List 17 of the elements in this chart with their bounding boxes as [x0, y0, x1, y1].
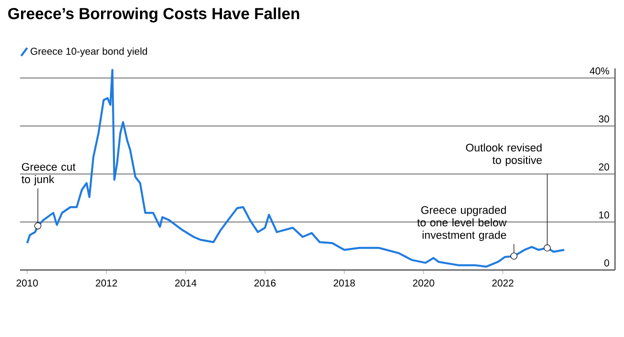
- x-tick-label: 2012: [96, 280, 118, 287]
- x-tick-label: 2018: [334, 280, 355, 287]
- annotation: Outlook revised to positive: [466, 143, 542, 166]
- y-tick-label: 20: [598, 163, 610, 170]
- y-tick-label: 0: [604, 259, 610, 266]
- y-tick-label: 40%: [590, 67, 610, 74]
- annotation: Greece cut to junk: [22, 162, 76, 186]
- annotation: Greece upgraded to one level below investment grade: [417, 206, 507, 241]
- x-tick-label: 2016: [254, 280, 276, 287]
- x-tick-label: 2022: [492, 280, 514, 287]
- y-tick-label: 30: [598, 115, 610, 122]
- x-tick-label: 2020: [412, 280, 434, 287]
- chart-title: Greece’s Borrowing Costs Have Fallen: [8, 8, 300, 22]
- y-tick-label: 10: [599, 211, 610, 218]
- x-tick-label: 2014: [175, 280, 196, 287]
- legend-label: Greece 10-year bond yield: [30, 47, 147, 57]
- x-tick-label: 2010: [16, 280, 38, 287]
